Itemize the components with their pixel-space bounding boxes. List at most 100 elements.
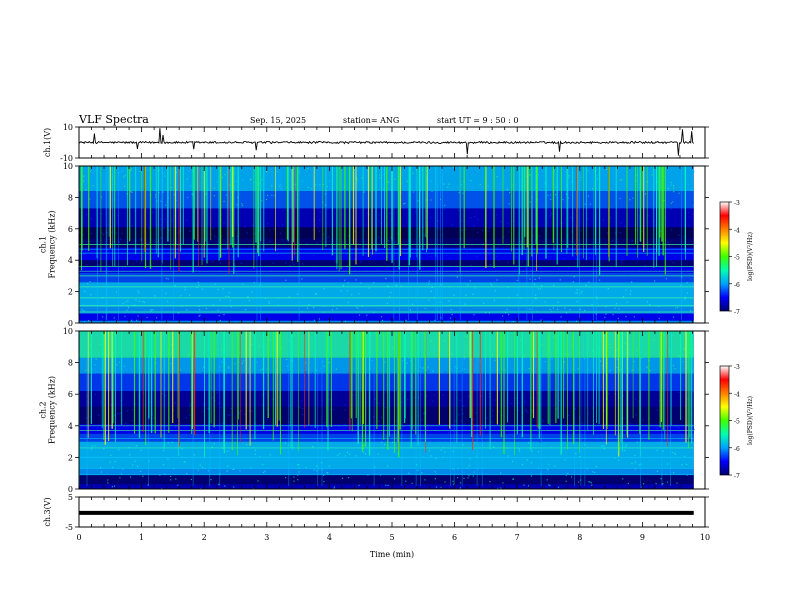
spectrogram-noise-speck <box>186 473 188 475</box>
spectrogram-noise-speck <box>683 455 686 457</box>
spectrogram-noise-speck <box>299 429 301 431</box>
spectrogram-noise-speck <box>585 384 587 386</box>
spectrogram-noise-speck <box>333 487 335 489</box>
g-spec2-y-tick-label: 10 <box>63 327 73 336</box>
figure-title: VLF Spectra <box>78 113 149 126</box>
spectrogram-noise-speck <box>387 181 389 183</box>
spectrogram-noise-speck <box>687 211 690 213</box>
spectrogram-noise-speck <box>126 410 128 412</box>
spectrogram-noise-speck <box>633 360 635 363</box>
spectrogram-noise-speck <box>470 268 472 270</box>
spectrogram-noise-speck <box>322 184 324 186</box>
spectrogram-noise-speck <box>142 475 144 477</box>
spectrogram-noise-speck <box>125 422 127 424</box>
spectrogram-noise-speck <box>265 331 267 333</box>
spectrogram-noise-speck <box>540 336 543 338</box>
spectrogram-noise-speck <box>127 389 129 391</box>
spectrogram-noise-speck <box>89 170 91 172</box>
spectrogram-noise-speck <box>195 268 197 270</box>
spectrogram-noise-speck <box>567 473 569 475</box>
spectrogram-noise-speck <box>126 193 128 195</box>
spectrogram-noise-speck <box>601 365 604 367</box>
spectrogram-noise-speck <box>588 346 591 348</box>
spectrogram-noise-speck <box>266 198 268 201</box>
spectrogram-noise-speck <box>285 279 287 281</box>
spectrogram-noise-speck <box>421 472 423 474</box>
spectrogram-noise-speck <box>127 300 129 302</box>
spectrogram-noise-speck <box>262 463 264 466</box>
spectrogram-noise-speck <box>186 309 188 311</box>
spectrogram-noise-speck <box>254 423 257 425</box>
spectrogram-noise-speck <box>190 403 192 405</box>
spectrogram-noise-speck <box>447 186 449 188</box>
spectrogram-noise-speck <box>684 298 686 300</box>
spectrogram-noise-speck <box>328 465 330 467</box>
spectrogram-noise-speck <box>408 472 410 474</box>
spectrogram-noise-speck <box>129 454 131 456</box>
spectrogram-noise-speck <box>564 258 566 260</box>
spectrogram-noise-speck <box>360 282 362 284</box>
spectrogram-noise-speck <box>163 227 165 229</box>
spectrogram-noise-speck <box>672 365 675 367</box>
spectrogram-noise-speck <box>248 389 250 391</box>
spectrogram-noise-speck <box>371 359 373 362</box>
spectrogram-noise-speck <box>363 447 365 449</box>
spectrogram-noise-speck <box>269 429 271 431</box>
spectrogram-noise-speck <box>160 200 162 202</box>
colorbar-label: log(PSD)(V²/Hz) <box>747 396 754 445</box>
spectrogram-noise-speck <box>529 278 531 280</box>
spectrogram-noise-speck <box>461 229 463 231</box>
spectrogram-noise-speck <box>416 464 418 466</box>
spectrogram-noise-speck <box>124 175 126 177</box>
spectrogram-noise-speck <box>571 231 573 233</box>
spectrogram-noise-speck <box>107 479 109 481</box>
spectrogram-noise-speck <box>115 232 117 234</box>
spectrogram-noise-speck <box>152 211 154 213</box>
spectrogram-noise-speck <box>272 262 274 264</box>
spectrogram-noise-speck <box>321 462 323 464</box>
spectrogram-noise-speck <box>479 274 481 277</box>
spectrogram-noise-speck <box>148 355 151 357</box>
spectrogram-noise-speck <box>543 331 545 333</box>
spectrogram-noise-speck <box>315 293 317 295</box>
spectrogram-noise-speck <box>82 234 84 236</box>
spectrogram-noise-speck <box>640 463 642 465</box>
spectrogram-noise-speck <box>363 444 365 446</box>
spectrogram-noise-speck <box>489 481 491 483</box>
spectrogram-noise-speck <box>132 388 134 390</box>
spectrogram-noise-speck <box>528 368 530 370</box>
spectrogram-noise-speck <box>401 251 403 253</box>
spectrogram-noise-speck <box>394 178 396 180</box>
spectrogram-noise-speck <box>497 487 499 489</box>
spectrogram-noise-speck <box>215 236 217 238</box>
spectrogram-noise-speck <box>503 236 505 238</box>
spectrogram-noise-speck <box>541 387 543 389</box>
spectrogram-noise-speck <box>113 414 116 417</box>
spectrogram-noise-speck <box>571 345 573 347</box>
spectrogram-noise-speck <box>467 438 469 440</box>
spectrogram-noise-speck <box>507 261 509 263</box>
spectrogram-noise-speck <box>119 238 122 240</box>
spectrogram-noise-speck <box>512 478 514 480</box>
spectrogram-noise-speck <box>427 366 429 368</box>
spectrogram-noise-speck <box>554 465 556 467</box>
spectrogram-noise-speck <box>512 321 514 323</box>
spectrogram-frequency-band <box>79 331 694 358</box>
spectrogram-noise-speck <box>412 172 414 174</box>
spectrogram-noise-speck <box>172 409 174 412</box>
spectrogram-noise-speck <box>108 238 110 240</box>
spectrogram-noise-speck <box>481 269 483 271</box>
spectrogram-noise-speck <box>323 365 325 367</box>
spectrogram-noise-speck <box>408 267 410 269</box>
spectrogram-noise-speck <box>488 227 490 229</box>
spectrogram-noise-speck <box>201 466 204 468</box>
spectrogram-noise-speck <box>548 484 550 486</box>
colorbar-label: log(PSD)(V²/Hz) <box>747 232 754 281</box>
spectrogram-noise-speck <box>646 366 648 368</box>
spectrogram-noise-speck <box>412 355 414 357</box>
spectrogram-noise-speck <box>443 208 446 210</box>
spectrogram-noise-speck <box>319 183 321 186</box>
spectrogram-noise-speck <box>580 479 582 481</box>
spectrogram-noise-speck <box>240 262 242 264</box>
spectrogram-noise-speck <box>158 192 160 194</box>
